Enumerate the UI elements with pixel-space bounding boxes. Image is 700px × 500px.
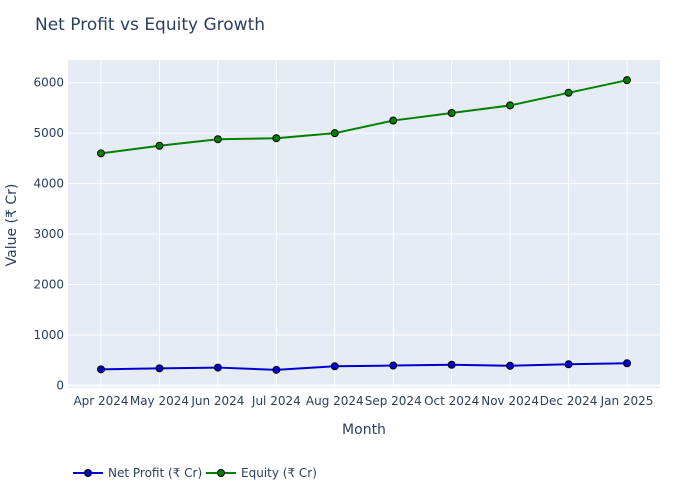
data-point: [213, 363, 222, 372]
legend-label: Net Profit (₹ Cr): [108, 466, 202, 480]
x-tick-label: Sep 2024: [365, 394, 422, 408]
x-tick-label: Oct 2024: [424, 394, 479, 408]
legend-marker: [84, 469, 92, 477]
chart-title: Net Profit vs Equity Growth: [35, 15, 265, 35]
y-tick-label: 4000: [33, 177, 64, 191]
series-1: [97, 359, 631, 374]
series-line: [100, 79, 628, 155]
series-layer: [97, 76, 631, 374]
legend[interactable]: Net Profit (₹ Cr) Equity (₹ Cr): [73, 466, 317, 480]
y-axis-title: Value (₹ Cr): [4, 184, 20, 267]
data-point: [564, 360, 573, 369]
x-tick-label: Dec 2024: [540, 394, 598, 408]
data-point: [623, 76, 631, 85]
y-tick-label: 1000: [33, 328, 64, 342]
series-2: [97, 76, 631, 158]
data-point: [447, 108, 456, 117]
data-point: [330, 129, 339, 138]
data-point: [564, 88, 573, 97]
x-tick-label: Aug 2024: [306, 394, 364, 408]
y-tick-label: 3000: [33, 227, 64, 241]
data-point: [506, 101, 515, 110]
y-tick-label: 6000: [33, 76, 64, 90]
data-point: [97, 149, 105, 158]
legend-marker: [217, 469, 225, 477]
y-tick-label: 0: [56, 378, 64, 392]
data-point: [97, 365, 105, 374]
x-axis-title: Month: [342, 422, 386, 438]
legend-label: Equity (₹ Cr): [241, 466, 317, 480]
series-line: [100, 362, 628, 371]
x-tick-label: Apr 2024: [73, 394, 128, 408]
plot-area: [68, 60, 660, 388]
data-point: [623, 359, 631, 368]
data-point: [389, 116, 398, 125]
x-tick-label: Jan 2025: [600, 394, 654, 408]
data-point: [155, 141, 164, 150]
data-point: [155, 364, 164, 373]
x-axis-ticks: Apr 2024 May 2024 Jun 2024 Jul 2024 Aug 2024…: [73, 394, 653, 408]
data-point: [272, 134, 281, 143]
legend-item[interactable]: Net Profit (₹ Cr): [73, 466, 202, 480]
data-point: [389, 361, 398, 370]
gridlines: [68, 60, 660, 388]
data-point: [447, 360, 456, 369]
data-point: [330, 362, 339, 371]
x-tick-label: Jul 2024: [251, 394, 301, 408]
y-tick-label: 5000: [33, 126, 64, 140]
data-point: [506, 361, 515, 370]
x-tick-label: Jun 2024: [190, 394, 244, 408]
x-tick-label: May 2024: [130, 394, 189, 408]
data-point: [213, 135, 222, 144]
data-point: [272, 365, 281, 374]
y-axis-ticks: 0 1000 2000 3000 4000 5000 6000: [33, 76, 64, 393]
y-tick-label: 2000: [33, 278, 64, 292]
legend-item[interactable]: Equity (₹ Cr): [206, 466, 317, 480]
x-tick-label: Nov 2024: [481, 394, 539, 408]
